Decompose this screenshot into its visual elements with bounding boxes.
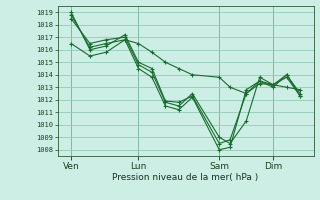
- X-axis label: Pression niveau de la mer( hPa ): Pression niveau de la mer( hPa ): [112, 173, 259, 182]
